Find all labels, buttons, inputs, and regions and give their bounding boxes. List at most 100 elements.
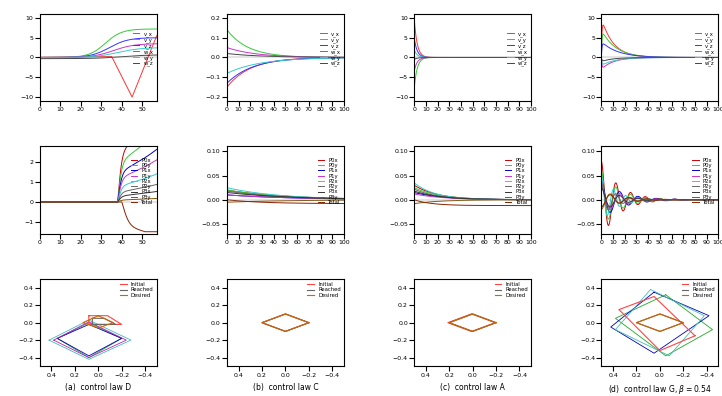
w_y xyxy=(430,55,439,60)
v_y xyxy=(618,49,627,53)
Line: P3x: P3x xyxy=(601,188,718,207)
P1y xyxy=(243,194,252,198)
Initial xyxy=(84,322,93,327)
v_y xyxy=(35,55,44,60)
P3x xyxy=(339,196,348,201)
P1x xyxy=(606,210,614,215)
X-axis label: (c)  control law A: (c) control law A xyxy=(440,383,505,392)
w_z xyxy=(276,54,284,59)
w_x xyxy=(410,69,419,74)
P1x xyxy=(527,197,536,202)
P3x xyxy=(105,200,113,204)
P2x xyxy=(488,197,497,202)
P3y xyxy=(253,199,261,204)
Line: w_z: w_z xyxy=(227,53,344,57)
P1y xyxy=(88,200,97,204)
w_z xyxy=(675,55,684,60)
Total xyxy=(498,203,507,208)
Reached xyxy=(281,312,290,316)
P3x xyxy=(66,200,74,204)
Line: Reached: Reached xyxy=(637,314,683,331)
Desired xyxy=(656,329,664,334)
Reached xyxy=(305,320,313,325)
X-axis label: (a)  control law D: (a) control law D xyxy=(65,383,131,392)
w_y xyxy=(35,55,44,60)
P0y xyxy=(410,185,419,190)
w_y xyxy=(243,63,252,68)
v_z xyxy=(88,52,97,57)
P3y xyxy=(105,200,113,204)
w_z xyxy=(597,55,606,60)
P0y xyxy=(527,197,536,202)
w_y xyxy=(618,57,627,62)
Line: P2y: P2y xyxy=(227,191,344,199)
P0x xyxy=(714,197,722,202)
P0y xyxy=(66,200,74,204)
Total xyxy=(123,217,132,222)
v_z xyxy=(675,55,684,60)
P3x xyxy=(113,200,122,204)
w_z xyxy=(66,56,74,61)
P3x xyxy=(222,190,231,195)
v_y xyxy=(463,55,471,60)
Reached xyxy=(88,316,97,321)
P2x xyxy=(243,189,252,194)
w_z xyxy=(152,53,161,57)
P3y xyxy=(666,198,675,202)
Line: v_x: v_x xyxy=(601,25,718,57)
Desired xyxy=(679,320,687,325)
P2x xyxy=(152,171,161,176)
P2y xyxy=(243,192,252,196)
P2x xyxy=(310,195,319,200)
P3y xyxy=(527,198,536,202)
Initial xyxy=(84,313,93,318)
P0y xyxy=(56,200,65,204)
P2x xyxy=(66,200,74,204)
P1x xyxy=(66,200,74,204)
Line: v_z: v_z xyxy=(601,44,718,57)
P1x xyxy=(56,200,65,204)
w_y xyxy=(666,55,675,60)
P0y xyxy=(498,197,507,202)
v_x xyxy=(88,54,97,59)
Line: Total: Total xyxy=(227,200,344,204)
P1x xyxy=(666,197,675,202)
Reached xyxy=(679,320,687,325)
Line: P2y: P2y xyxy=(414,189,531,200)
Line: P0y: P0y xyxy=(227,190,344,198)
Reached xyxy=(305,320,313,325)
w_x xyxy=(599,65,607,70)
v_y xyxy=(113,32,122,36)
w_z xyxy=(714,55,722,60)
v_y xyxy=(666,55,675,60)
P2y xyxy=(35,200,44,204)
v_x xyxy=(276,58,284,63)
v_z xyxy=(430,55,439,60)
P3x xyxy=(253,193,261,198)
Total xyxy=(463,203,471,208)
w_y xyxy=(105,52,113,57)
P2x xyxy=(527,197,536,202)
Desired xyxy=(492,320,500,325)
v_z xyxy=(276,58,284,63)
Total xyxy=(253,200,261,204)
w_y xyxy=(339,55,348,60)
Line: P0x: P0x xyxy=(601,161,718,225)
P1x xyxy=(253,194,261,199)
Desired xyxy=(445,320,453,325)
w_y xyxy=(222,71,231,76)
Reached xyxy=(111,322,120,327)
w_z xyxy=(430,55,439,60)
v_z xyxy=(35,55,44,60)
w_x xyxy=(301,54,310,59)
Line: P0x: P0x xyxy=(227,190,344,198)
P2y xyxy=(276,194,284,199)
v_y xyxy=(292,54,300,59)
v_y xyxy=(105,38,113,43)
P0x xyxy=(276,194,284,198)
P0y xyxy=(430,192,439,197)
Desired xyxy=(305,320,313,325)
Line: P3x: P3x xyxy=(40,191,157,202)
v_x xyxy=(498,55,507,60)
P3x xyxy=(276,194,284,199)
